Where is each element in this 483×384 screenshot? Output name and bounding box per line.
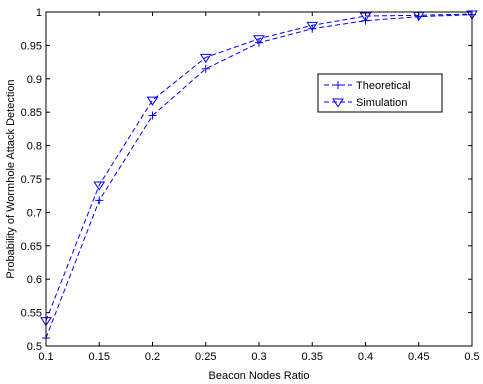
y-tick-label: 0.75 bbox=[21, 174, 42, 186]
legend-label: Simulation bbox=[356, 97, 407, 109]
data-point-simulation bbox=[306, 21, 319, 32]
x-tick-label: 0.35 bbox=[302, 351, 323, 363]
y-tick-label: 0.9 bbox=[27, 74, 42, 86]
x-tick-label: 0.15 bbox=[89, 351, 110, 363]
data-point-theoretical bbox=[95, 196, 104, 205]
x-tick-label: 0.25 bbox=[195, 351, 216, 363]
legend: Theoretical Simulation bbox=[317, 73, 443, 113]
legend-item-simulation: Simulation bbox=[324, 97, 407, 109]
y-tick-label: 0.8 bbox=[27, 141, 42, 153]
x-tick-label: 0.5 bbox=[464, 351, 479, 363]
legend-items: Theoretical Simulation bbox=[324, 80, 410, 109]
x-tick-label: 0.45 bbox=[408, 351, 429, 363]
y-tick-label: 0.85 bbox=[21, 107, 42, 119]
y-tick-label: 0.7 bbox=[27, 207, 42, 219]
legend-marker-simulation bbox=[332, 98, 344, 108]
data-point-simulation bbox=[466, 10, 478, 20]
y-axis-label: Probability of Wormhole Attack Detection bbox=[5, 79, 17, 278]
x-tick-label: 0.3 bbox=[251, 351, 266, 363]
x-tick-label: 0.2 bbox=[145, 351, 160, 363]
x-tick-label: 0.1 bbox=[38, 351, 53, 363]
y-tick-label: 0.55 bbox=[21, 308, 42, 320]
y-tick-label: 0.5 bbox=[27, 341, 42, 353]
x-axis-label: Beacon Nodes Ratio bbox=[209, 370, 310, 382]
data-point-simulation bbox=[93, 181, 106, 191]
legend-marker-theoretical bbox=[334, 81, 342, 89]
data-point-theoretical bbox=[148, 111, 157, 120]
y-tick-label: 0.6 bbox=[27, 274, 42, 286]
y-tick-label: 0.65 bbox=[21, 241, 42, 253]
plot-area bbox=[46, 12, 472, 346]
y-tick-label: 0.95 bbox=[21, 40, 42, 52]
data-point-theoretical bbox=[201, 64, 210, 73]
data-point-simulation bbox=[199, 53, 212, 64]
x-tick-label: 0.4 bbox=[358, 351, 373, 363]
series-line-simulation bbox=[45, 13, 473, 321]
data-point-simulation bbox=[146, 96, 159, 106]
y-tick-label: 1 bbox=[36, 7, 42, 19]
data-point-theoretical bbox=[308, 24, 317, 33]
y-axis-ticks: 0.5 0.55 0.6 0.65 0.7 0.75 0.8 0.85 0.9 0.95 1 bbox=[21, 7, 472, 353]
legend-item-theoretical: Theoretical bbox=[324, 80, 410, 92]
series-layer bbox=[40, 10, 478, 342]
x-axis-ticks: 0.1 0.15 0.2 0.25 0.3 0.35 0.4 0.45 0.5 bbox=[38, 12, 480, 363]
legend-label: Theoretical bbox=[356, 80, 410, 92]
data-point-simulation bbox=[253, 35, 265, 45]
